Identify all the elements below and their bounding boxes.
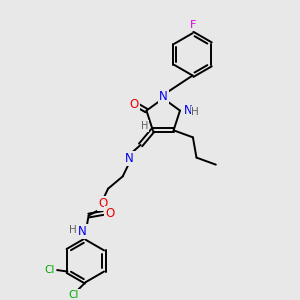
- Text: N: N: [125, 152, 134, 165]
- Text: H: H: [69, 225, 77, 235]
- Text: O: O: [98, 197, 107, 210]
- Text: O: O: [105, 206, 114, 220]
- Text: F: F: [189, 20, 196, 30]
- Text: N: N: [159, 91, 168, 103]
- Text: N: N: [184, 104, 193, 117]
- Text: Cl: Cl: [45, 265, 55, 275]
- Text: H: H: [141, 121, 148, 131]
- Text: H: H: [191, 107, 199, 117]
- Text: N: N: [78, 225, 87, 238]
- Text: Cl: Cl: [69, 290, 79, 300]
- Text: O: O: [130, 98, 139, 111]
